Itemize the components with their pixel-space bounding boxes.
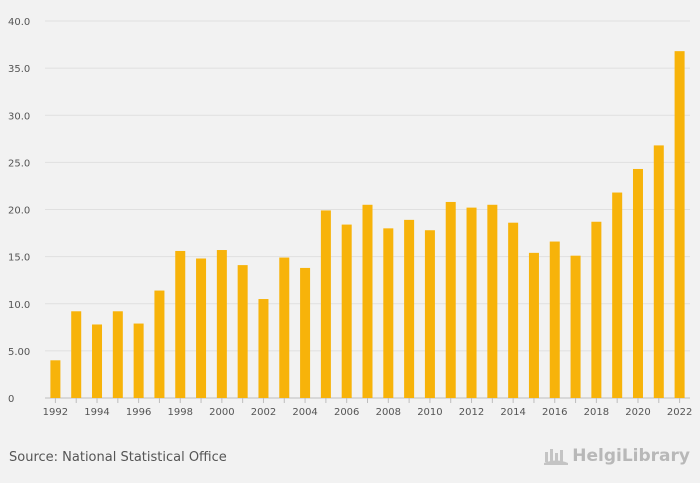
y-tick-label: 10.0	[8, 300, 30, 311]
bar[interactable]	[612, 192, 623, 398]
bar[interactable]	[383, 228, 394, 398]
y-tick-label: 20.0	[8, 206, 30, 217]
x-tick-label: 2008	[376, 407, 401, 418]
bar[interactable]	[300, 267, 311, 398]
logo-text: HelgiLibrary	[572, 446, 690, 466]
bar-chart: 0 5.00 10.0 15.0 20.0 25.0 30.0 35.0 40.0 1992 199…	[8, 17, 692, 418]
bar[interactable]	[528, 252, 539, 398]
bar[interactable]	[279, 257, 290, 398]
x-tick-label: 2000	[209, 407, 234, 418]
y-tick-label: 25.0	[8, 158, 30, 169]
x-tick-label: 1994	[84, 407, 109, 418]
bar[interactable]	[424, 230, 435, 398]
bar[interactable]	[237, 265, 248, 398]
x-tick-label: 2010	[417, 407, 442, 418]
y-tick-label: 0	[8, 394, 14, 405]
bar[interactable]	[196, 258, 207, 398]
bar[interactable]	[320, 210, 331, 398]
x-tick-label: 1998	[168, 407, 193, 418]
helgilibrary-logo[interactable]: HelgiLibrary	[544, 446, 690, 466]
x-tick-label: 2020	[625, 407, 650, 418]
y-tick-label: 35.0	[8, 64, 30, 75]
bar[interactable]	[404, 219, 415, 398]
x-tick-label: 1992	[43, 407, 68, 418]
bar[interactable]	[632, 168, 643, 398]
y-tick-label: 30.0	[8, 111, 30, 122]
x-tick-label: 2018	[584, 407, 609, 418]
library-icon	[544, 449, 569, 465]
footer: Source: National Statistical Office Helg…	[0, 440, 700, 483]
x-tick-label: 2012	[459, 407, 484, 418]
bar[interactable]	[71, 311, 82, 398]
x-tick-label: 2002	[251, 407, 276, 418]
bar[interactable]	[92, 324, 103, 398]
bar[interactable]	[216, 250, 227, 398]
x-tick-label: 2004	[292, 407, 317, 418]
y-tick-label: 5.00	[8, 347, 30, 358]
bar[interactable]	[445, 201, 456, 398]
y-tick-label: 15.0	[8, 253, 30, 264]
bar[interactable]	[133, 323, 144, 398]
bar[interactable]	[50, 360, 61, 398]
bar[interactable]	[154, 290, 165, 398]
bar[interactable]	[362, 204, 373, 398]
bar[interactable]	[549, 241, 560, 398]
x-tick-label: 2016	[542, 407, 567, 418]
x-tick-label: 2006	[334, 407, 359, 418]
bar[interactable]	[487, 204, 498, 398]
y-tick-label: 40.0	[8, 17, 30, 28]
bar[interactable]	[591, 221, 602, 398]
bar[interactable]	[570, 255, 581, 398]
bar[interactable]	[341, 224, 352, 398]
bar[interactable]	[175, 250, 186, 398]
x-tick-label: 1996	[126, 407, 151, 418]
bar[interactable]	[508, 222, 519, 398]
bar[interactable]	[112, 311, 123, 398]
source-note: Source: National Statistical Office	[9, 450, 227, 465]
x-tick-label: 2014	[500, 407, 525, 418]
bar[interactable]	[653, 145, 664, 398]
bar[interactable]	[674, 51, 685, 398]
bar[interactable]	[466, 207, 477, 398]
bar[interactable]	[258, 299, 269, 398]
x-tick-label: 2022	[667, 407, 692, 418]
